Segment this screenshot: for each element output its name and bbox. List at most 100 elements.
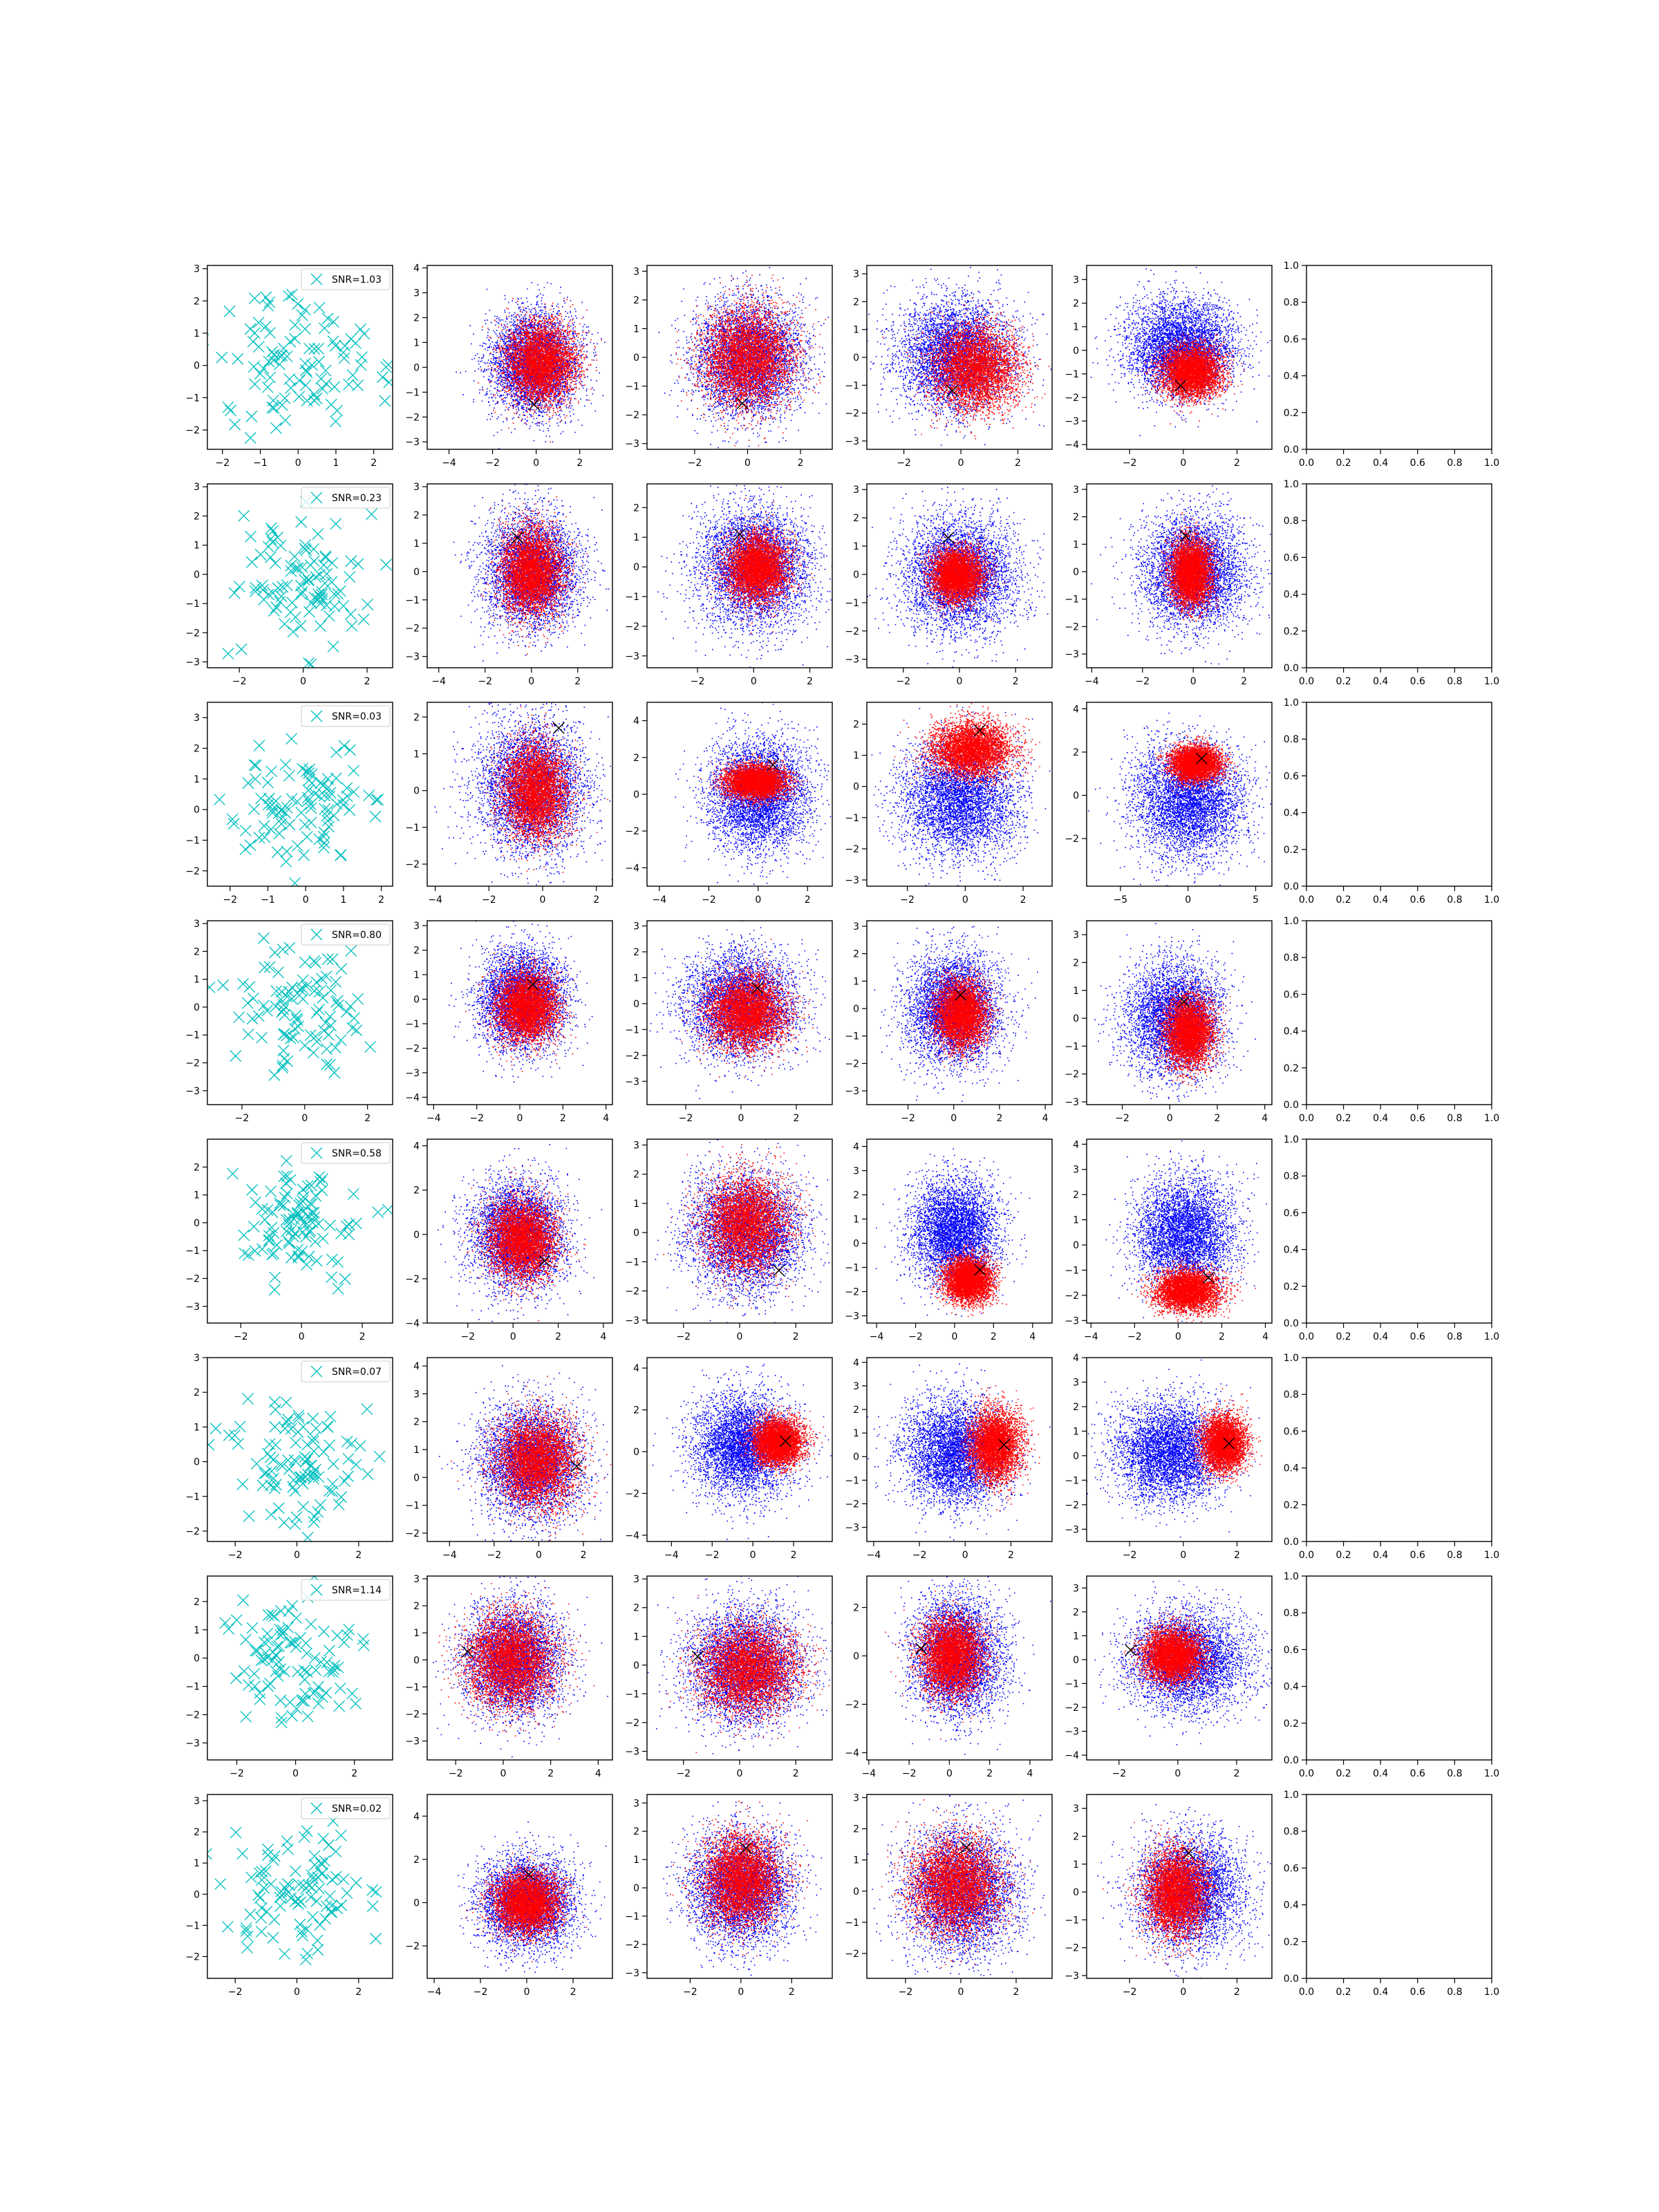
row-4-panel-5-ytick-label-2: −1 (1065, 1041, 1079, 1052)
row-6-snr-panel-ytick-label-0: −2 (185, 1526, 200, 1537)
row-2-panel-2-ytick-label-5: 2 (413, 510, 420, 521)
row-1-panel-5-ytick-label-3: −1 (1065, 369, 1079, 380)
row-6-panel-2-ytick-label-4: 2 (413, 1417, 420, 1428)
row-2-panel-2-ytick-label-0: −3 (405, 652, 420, 663)
row-1-panel-4-xtick-label-1: 0 (958, 458, 964, 469)
row-5-snr-panel-ytick-label-5: 2 (194, 1162, 200, 1173)
row-7-panel-4-xtick-label-2: 0 (946, 1768, 953, 1779)
row-3-panel-4-ytick-label-0: −3 (845, 875, 859, 886)
row-8-panel-2-xtick-label-1: −2 (474, 1987, 488, 1998)
row-1-panel-2-ytick-label-5: 2 (413, 312, 420, 324)
row-5-panel-6-ytick-label-2: 0.4 (1284, 1245, 1299, 1256)
row-7-panel-6-xtick-label-3: 0.6 (1410, 1768, 1425, 1779)
row-8-panel-6-xtick-label-4: 0.8 (1447, 1987, 1462, 1998)
row-5-panel-6-ytick-label-4: 0.8 (1284, 1171, 1299, 1182)
row-3-snr-panel-ytick-label-3: 1 (194, 774, 200, 785)
row-7-panel-3-ytick-label-2: −1 (625, 1689, 639, 1700)
row-7-panel-5-ytick-label-3: −1 (1065, 1678, 1079, 1689)
row-8-panel-6-xtick-label-2: 0.4 (1373, 1987, 1388, 1998)
row-5-panel-5-ytick-label-6: 3 (1073, 1165, 1079, 1176)
row-6-panel-3-ytick-label-1: −2 (625, 1488, 639, 1499)
row-4-panel-3-xtick-label-1: 0 (738, 1113, 744, 1124)
row-3-panel-5-xtick-label-2: 5 (1253, 894, 1259, 906)
row-2-panel-3-ytick-label-5: 2 (633, 503, 639, 514)
row-4-panel-5-ytick-label-5: 2 (1073, 957, 1079, 968)
row-6-panel-6-xtick-label-2: 0.4 (1373, 1550, 1388, 1561)
row-1-snr-panel-xtick-label-2: 0 (295, 458, 301, 469)
row-1-panel-3-xtick-label-2: 2 (798, 458, 804, 469)
row-6-panel-4-ytick-label-6: 3 (853, 1381, 859, 1392)
row-4-snr-panel-ytick-label-1: −2 (185, 1058, 200, 1069)
row-3-panel-2-ytick-label-4: 2 (413, 712, 420, 723)
row-5-panel-5-ytick-label-4: 1 (1073, 1215, 1079, 1226)
row-8-panel-6-xtick-label-3: 0.6 (1410, 1987, 1425, 1998)
row-4-panel-5-xtick-label-3: 4 (1262, 1113, 1268, 1124)
row-1-snr-panel-xtick-label-3: 1 (332, 458, 339, 469)
row-6-panel-4-xtick-label-0: −4 (867, 1550, 881, 1561)
row-6-panel-5-xtick-label-2: 2 (1234, 1550, 1240, 1561)
row-3-panel-6-xtick-label-3: 0.6 (1410, 894, 1425, 906)
row-4-panel-5-ytick-label-3: 0 (1073, 1013, 1079, 1024)
row-5-panel-4-xtick-label-1: −2 (908, 1331, 923, 1342)
row-1-panel-6-ytick-label-2: 0.4 (1284, 371, 1299, 382)
row-6-panel-4-ytick-label-7: 4 (853, 1358, 859, 1369)
row-3-panel-2-ytick-label-3: 1 (413, 749, 420, 760)
row-5-panel-5-ytick-label-7: 4 (1073, 1139, 1079, 1150)
row-8-panel-6-ytick-label-4: 0.8 (1284, 1826, 1299, 1837)
row-2-panel-5-ytick-label-1: −2 (1065, 621, 1079, 632)
row-4-panel-2-xtick-label-0: −4 (427, 1113, 441, 1124)
row-3-panel-5-ytick-label-3: 4 (1073, 704, 1079, 715)
row-3-panel-3-ytick-label-3: 2 (633, 753, 639, 764)
row-4-panel-2-xtick-label-4: 4 (603, 1113, 609, 1124)
row-4-panel-2-ytick-label-7: 3 (413, 921, 420, 932)
row-3-panel-6-ytick-label-2: 0.4 (1284, 808, 1299, 819)
row-5-panel-3-xtick-label-2: 2 (793, 1331, 799, 1342)
row-4-panel-2-ytick-label-2: −2 (405, 1043, 420, 1054)
row-7-panel-6-xtick-label-0: 0.0 (1299, 1768, 1314, 1779)
row-6-panel-4-ytick-label-3: 0 (853, 1452, 859, 1463)
row-1-snr-panel-xtick-label-1: −1 (253, 458, 268, 469)
row-4-snr-panel-xtick-label-2: 2 (364, 1113, 371, 1124)
row-7-panel-6: 0.0 0.2 0.4 0.6 0.8 1.00.00.20.40.60.81.0 (1284, 1571, 1499, 1779)
row-4-snr-panel-ytick-label-2: −1 (185, 1030, 200, 1041)
row-8-snr-panel-ytick-label-4: 2 (194, 1827, 200, 1838)
row-2-panel-3-ytick-label-4: 1 (633, 532, 639, 543)
row-1-panel-5-xtick-label-0: −2 (1123, 458, 1137, 469)
row-1-panel-3-ytick-label-1: −2 (625, 410, 639, 421)
row-7-panel-3-ytick-label-5: 2 (633, 1603, 639, 1614)
row-4-panel-6: 0.0 0.2 0.4 0.6 0.8 1.00.00.20.40.60.81.0 (1284, 916, 1499, 1124)
row-6-panel-2-ytick-label-1: −1 (405, 1501, 420, 1512)
row-8-snr-panel-xtick-label-1: 0 (294, 1987, 300, 1998)
row-3-panel-4-ytick-label-1: −2 (845, 844, 859, 855)
row-4-panel-6-ytick-label-3: 0.6 (1284, 989, 1299, 1000)
row-4-panel-5-ytick-label-4: 1 (1073, 986, 1079, 997)
row-1-panel-2-ytick-label-6: 3 (413, 288, 420, 299)
row-8-panel-6-ytick-label-3: 0.6 (1284, 1863, 1299, 1874)
row-2-panel-5-ytick-label-2: −1 (1065, 594, 1079, 606)
row-2-panel-5-ytick-label-4: 1 (1073, 539, 1079, 550)
row-4-panel-5-ytick-label-0: −3 (1065, 1097, 1079, 1108)
row-6-snr-panel-legend-label: SNR=0.07 (332, 1367, 382, 1378)
row-2-panel-6-xtick-label-4: 0.8 (1447, 676, 1462, 687)
row-2-snr-panel-ytick-label-0: −3 (185, 657, 200, 668)
row-4-panel-2-ytick-label-0: −4 (405, 1092, 420, 1103)
row-6-panel-4-xtick-label-3: 2 (1008, 1550, 1014, 1561)
row-6-panel-3-xtick-label-0: −4 (664, 1550, 679, 1561)
row-3-panel-5-xtick-label-0: −5 (1114, 894, 1128, 906)
row-7-panel-6-background (1306, 1576, 1492, 1760)
row-7-panel-4: −4 −2 0 2 4−4−202 (845, 1550, 1052, 1779)
row-5-snr-panel-legend-label: SNR=0.58 (332, 1148, 382, 1159)
row-7-panel-3-ytick-label-4: 1 (633, 1631, 639, 1642)
row-8-panel-2-ytick-label-3: 4 (413, 1811, 420, 1822)
row-1-panel-5-ytick-label-2: −2 (1065, 393, 1079, 404)
